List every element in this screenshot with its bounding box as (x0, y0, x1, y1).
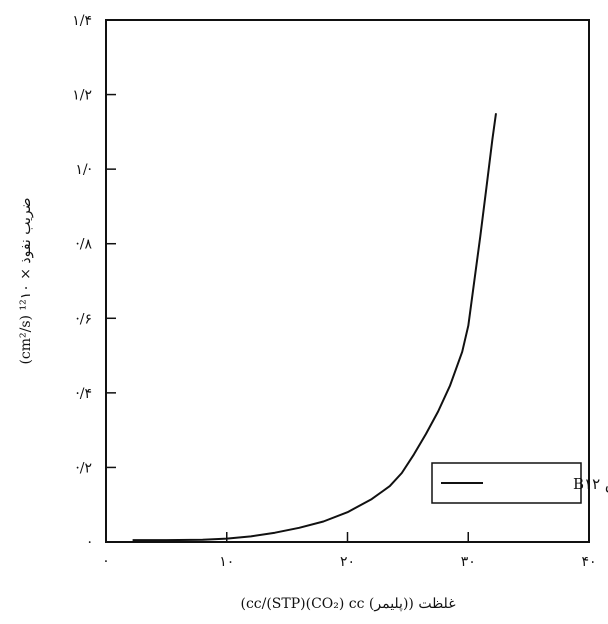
x-axis-title: غلظت ((پلیمر) cc/(STP)(CO₂) cc) (240, 596, 455, 612)
series-layer (132, 113, 497, 542)
y-tick-label: ·/۶ (75, 311, 92, 327)
legend: معکوس B۱۲ (431, 462, 608, 504)
x-tick-label: ۲۰ (340, 554, 355, 570)
x-tick-label: ۱۰ (219, 554, 234, 570)
x-tick-label: ۳۰ (461, 554, 476, 570)
y-axis-title: ضریب نفوذ × ¹²١٠ (cm²/s) (18, 197, 34, 364)
x-axis-ticks: · ۱۰ ۲۰ ۳۰ ۴۰ (104, 532, 597, 570)
x-tick-label: ۴۰ (581, 554, 596, 570)
y-tick-label: · (88, 535, 92, 551)
legend-label: معکوس B۱۲ (573, 475, 608, 493)
y-axis-ticks: · ·/۲ ·/۴ ·/۶ ·/۸ ۱/· ۱/۲ ۱/۴ (72, 13, 116, 551)
y-tick-label: ·/۴ (75, 386, 92, 402)
y-tick-label: ۱/۲ (72, 88, 92, 104)
y-tick-label: ·/۸ (75, 237, 92, 253)
y-tick-label: ·/۲ (75, 460, 92, 476)
series-line (132, 113, 497, 542)
y-tick-label: ۱/۴ (72, 13, 92, 29)
y-tick-label: ۱/· (75, 162, 92, 178)
x-tick-label: · (104, 554, 108, 570)
